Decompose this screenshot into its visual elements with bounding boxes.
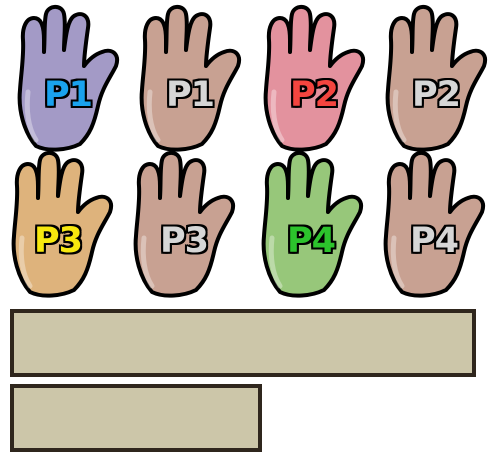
player-label: P3 <box>33 221 84 261</box>
player-label: P1 <box>165 75 216 115</box>
hand-icon <box>383 150 485 298</box>
hand-icon <box>17 4 119 152</box>
hand-icon <box>11 150 113 298</box>
hand-icon <box>139 4 241 152</box>
hand-shape <box>11 150 113 298</box>
hand-shape <box>139 4 241 152</box>
hand-shape <box>385 4 487 152</box>
hand-icon <box>133 150 235 298</box>
player-label: P3 <box>159 221 210 261</box>
hand-icon <box>263 4 365 152</box>
glove-cursor-p2-gray: P2 <box>374 4 498 156</box>
glove-cursor-p4-gray: P4 <box>372 150 496 302</box>
player-label: P1 <box>43 75 94 115</box>
hand-shape <box>383 150 485 298</box>
hand-shape <box>263 4 365 152</box>
hand-shape <box>261 150 363 298</box>
glove-cursor-p1-color: P1 <box>6 4 130 156</box>
hand-icon <box>261 150 363 298</box>
wide-panel-bar <box>10 309 476 377</box>
hand-icon <box>385 4 487 152</box>
hand-shape <box>133 150 235 298</box>
player-label: P2 <box>289 75 340 115</box>
glove-cursor-p1-gray: P1 <box>128 4 252 156</box>
glove-cursor-p3-gray: P3 <box>122 150 246 302</box>
short-panel-bar <box>10 384 262 452</box>
glove-cursor-p4-color: P4 <box>250 150 374 302</box>
player-label: P4 <box>409 221 460 261</box>
player-label: P4 <box>286 221 337 261</box>
player-label: P2 <box>411 75 462 115</box>
hand-shape <box>17 4 119 152</box>
glove-cursor-p3-color: P3 <box>0 150 124 302</box>
glove-cursor-p2-color: P2 <box>252 4 376 156</box>
